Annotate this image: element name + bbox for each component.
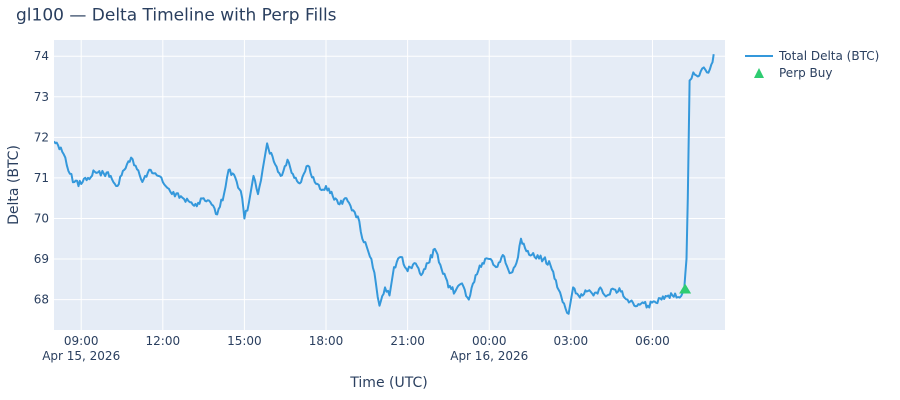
legend: Total Delta (BTC) Perp Buy <box>745 49 879 80</box>
x-tick-label: 12:00 <box>146 334 181 348</box>
legend-item-perp-buy[interactable]: Perp Buy <box>754 66 833 80</box>
y-tick-label: 69 <box>34 252 49 266</box>
y-tick-label: 70 <box>34 211 49 225</box>
legend-label-total-delta: Total Delta (BTC) <box>778 49 879 63</box>
legend-label-perp-buy: Perp Buy <box>779 66 833 80</box>
y-tick-label: 68 <box>34 293 49 307</box>
y-axis-title: Delta (BTC) <box>6 145 22 225</box>
y-tick-label: 73 <box>34 90 49 104</box>
plot-area[interactable] <box>54 40 725 330</box>
x-tick-label: 09:00 <box>64 334 99 348</box>
series-line-total-delta <box>54 54 715 315</box>
y-tick-label: 74 <box>34 49 49 63</box>
x-tick-date-label: Apr 16, 2026 <box>450 349 528 363</box>
x-tick-date-label: Apr 15, 2026 <box>42 349 120 363</box>
x-tick-label: 18:00 <box>309 334 344 348</box>
y-tick-label: 71 <box>34 171 49 185</box>
y-tick-label: 72 <box>34 130 49 144</box>
grid-lines <box>54 40 725 330</box>
x-tick-label: 00:00 <box>472 334 507 348</box>
perp-buy-markers <box>679 283 692 294</box>
x-tick-label: 15:00 <box>227 334 262 348</box>
chart-title: gl100 — Delta Timeline with Perp Fills <box>16 6 337 26</box>
y-axis-ticks: 68 69 70 71 72 73 74 <box>34 49 49 306</box>
perp-buy-marker[interactable] <box>679 283 692 294</box>
x-tick-label: 06:00 <box>635 334 670 348</box>
x-tick-label: 03:00 <box>554 334 589 348</box>
x-axis-title: Time (UTC) <box>349 375 427 391</box>
legend-item-total-delta[interactable]: Total Delta (BTC) <box>745 49 879 63</box>
x-tick-label: 21:00 <box>390 334 425 348</box>
